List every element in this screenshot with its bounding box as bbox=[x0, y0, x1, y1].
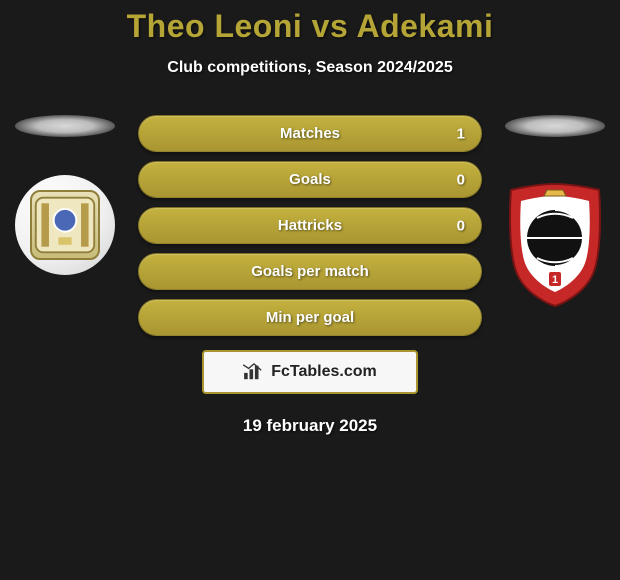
brand-text: FcTables.com bbox=[271, 363, 377, 381]
svg-text:1: 1 bbox=[552, 274, 558, 286]
subtitle: Club competitions, Season 2024/2025 bbox=[0, 59, 620, 77]
club-logo-left bbox=[15, 175, 115, 275]
stat-row-min-per-goal: Min per goal bbox=[138, 299, 482, 336]
stat-label: Goals per match bbox=[251, 263, 369, 280]
stats-column: Matches 1 Goals 0 Hattricks 0 Goals per … bbox=[138, 115, 482, 336]
crest-svg-icon bbox=[32, 192, 98, 258]
stat-right-value: 0 bbox=[457, 171, 465, 188]
player-right-silhouette bbox=[505, 115, 605, 137]
stat-label: Hattricks bbox=[278, 217, 342, 234]
stat-right-value: 0 bbox=[457, 217, 465, 234]
comparison-card: Theo Leoni vs Adekami Club competitions,… bbox=[0, 0, 620, 436]
player-right-column: 1 bbox=[500, 115, 610, 315]
stat-row-goals: Goals 0 bbox=[138, 161, 482, 198]
club-logo-right: 1 bbox=[500, 175, 610, 315]
anderlecht-crest-icon bbox=[30, 190, 100, 260]
bar-chart-icon bbox=[243, 363, 265, 381]
stat-row-goals-per-match: Goals per match bbox=[138, 253, 482, 290]
stat-label: Matches bbox=[280, 125, 340, 142]
page-title: Theo Leoni vs Adekami bbox=[0, 8, 620, 45]
brand-link[interactable]: FcTables.com bbox=[202, 350, 418, 394]
date-text: 19 february 2025 bbox=[0, 416, 620, 436]
stat-row-hattricks: Hattricks 0 bbox=[138, 207, 482, 244]
main-row: Matches 1 Goals 0 Hattricks 0 Goals per … bbox=[0, 115, 620, 336]
antwerp-shield-icon: 1 bbox=[503, 180, 607, 310]
stat-row-matches: Matches 1 bbox=[138, 115, 482, 152]
stat-right-value: 1 bbox=[457, 125, 465, 142]
player-left-silhouette bbox=[15, 115, 115, 137]
player-left-column bbox=[10, 115, 120, 275]
stat-label: Goals bbox=[289, 171, 331, 188]
stat-label: Min per goal bbox=[266, 309, 354, 326]
